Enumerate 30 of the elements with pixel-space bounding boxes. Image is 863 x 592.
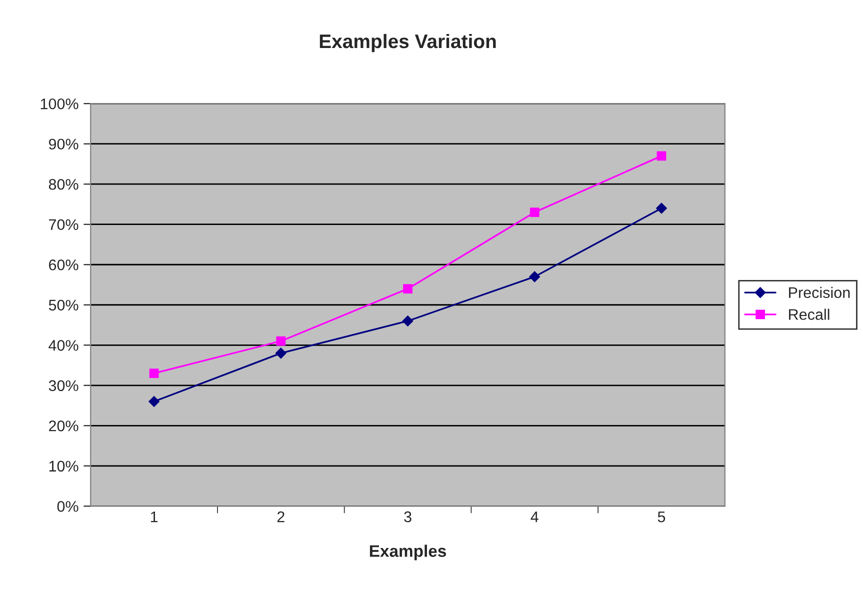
chart-title: Examples Variation — [320, 34, 496, 52]
point — [275, 348, 286, 359]
x-tick-label: 3 — [404, 511, 412, 522]
x-axis-title: Examples — [370, 544, 446, 560]
y-tick-label: 90% — [48, 138, 78, 150]
y-tick-label: 50% — [48, 300, 78, 311]
x-tick-label: 2 — [277, 511, 284, 522]
point — [149, 368, 159, 378]
x-tick-label: 4 — [530, 512, 538, 522]
x-tick-label: 1 — [150, 512, 158, 522]
legend-label: Precision — [789, 286, 850, 298]
y-tick-label: 70% — [49, 219, 78, 230]
point — [276, 336, 286, 346]
y-tick-label: 10% — [49, 460, 78, 472]
y-tick-label: 60% — [49, 259, 78, 270]
legend-label: Recall — [789, 308, 830, 320]
y-tick-label: 20% — [49, 420, 78, 432]
point — [656, 202, 667, 214]
y-tick-label: 100% — [40, 98, 78, 110]
y-tick-label: 80% — [48, 178, 78, 190]
point — [402, 316, 414, 326]
point — [656, 151, 666, 161]
y-tick-label: 40% — [48, 340, 78, 351]
point — [530, 208, 540, 217]
point — [148, 396, 160, 407]
y-tick-label: 0% — [57, 501, 78, 512]
y-tick-label: 30% — [48, 380, 78, 392]
x-tick-label: 5 — [658, 512, 666, 522]
point — [529, 271, 540, 282]
point — [403, 284, 412, 294]
